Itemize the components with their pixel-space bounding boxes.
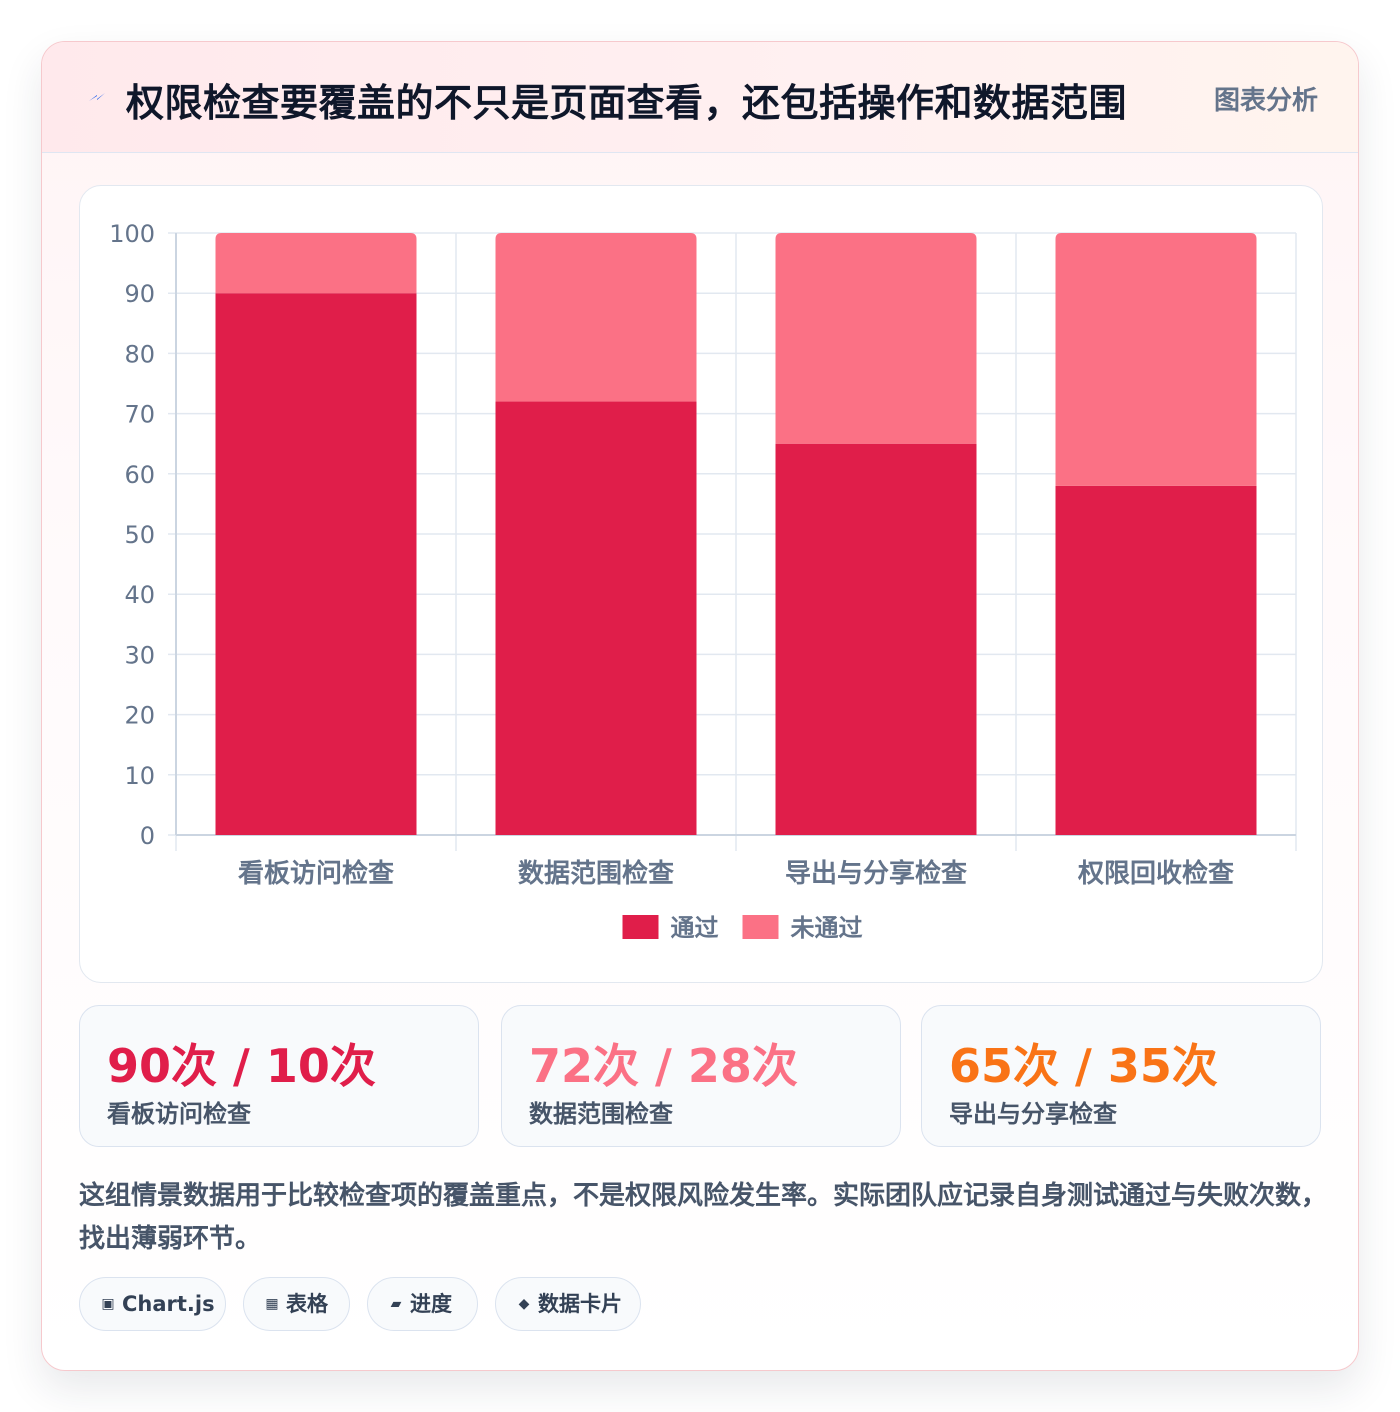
bar-segment-fail: [215, 233, 417, 294]
card-header: 权限检查要覆盖的不只是页面查看，还包括操作和数据范围 图表分析: [42, 42, 1358, 153]
legend-label: 通过: [671, 914, 719, 942]
stat-value: 65次 / 35次: [949, 1039, 1218, 1093]
table-icon: ▦: [265, 1296, 279, 1312]
bar-segment-fail: [1055, 233, 1257, 486]
bar-segment-pass: [495, 401, 697, 835]
bar-segment-pass: [775, 443, 977, 835]
chart-card: 权限检查要覆盖的不只是页面查看，还包括操作和数据范围 图表分析 0 10 20 30 4…: [41, 41, 1359, 1371]
chip-label: 表格: [286, 1292, 328, 1316]
y-tick-label: 0: [140, 822, 155, 850]
page-title: 权限检查要覆盖的不只是页面查看，还包括操作和数据范围: [126, 81, 1128, 125]
chart-container: 0 10 20 30 40 50 60 70 80 90 100 看板访问检查 数据范围检查 导出与分享检…: [79, 185, 1323, 983]
legend-swatch: [742, 915, 779, 939]
stat-label: 数据范围检查: [529, 1100, 673, 1128]
bar-segment-fail: [495, 233, 697, 402]
bar-segment-pass: [215, 293, 417, 835]
chip-table[interactable]: ▦ 表格: [243, 1277, 350, 1331]
chart-icon: ▣: [101, 1296, 115, 1312]
y-tick-label: 90: [124, 280, 155, 308]
progress-icon: ▰: [390, 1296, 402, 1312]
lightning-icon: [89, 93, 105, 101]
y-tick-label: 60: [124, 461, 155, 489]
stacked-bar-chart: 0 10 20 30 40 50 60 70 80 90 100 看板访问检查 数据范围检查 导出与分享检…: [109, 220, 1297, 942]
x-tick-label: 数据范围检查: [518, 858, 674, 889]
chip-progress[interactable]: ▰ 进度: [367, 1277, 478, 1331]
y-tick-label: 50: [124, 521, 155, 549]
stat-card-export-share: 65次 / 35次 导出与分享检查: [921, 1005, 1321, 1147]
card-icon: ◆: [518, 1296, 530, 1312]
y-tick-label: 40: [124, 581, 155, 609]
legend-label: 未通过: [791, 914, 863, 942]
stat-value: 72次 / 28次: [529, 1039, 798, 1093]
y-tick-label: 100: [109, 220, 155, 248]
y-tick-label: 70: [124, 401, 155, 429]
chip-label: 进度: [410, 1292, 452, 1316]
chart-note: 这组情景数据用于比较检查项的覆盖重点，不是权限风险发生率。实际团队应记录自身测试…: [79, 1181, 1328, 1254]
stat-label: 导出与分享检查: [949, 1100, 1117, 1128]
x-tick-label: 权限回收检查: [1077, 858, 1234, 889]
chip-data-card[interactable]: ◆ 数据卡片: [495, 1277, 641, 1331]
chip-chartjs[interactable]: ▣ Chart.js: [79, 1277, 226, 1331]
x-tick-label: 导出与分享检查: [785, 858, 967, 889]
bar-segment-pass: [1055, 485, 1257, 835]
stat-card-dashboard: 90次 / 10次 看板访问检查: [79, 1005, 479, 1147]
y-tick-label: 10: [124, 762, 155, 790]
y-tick-label: 30: [124, 641, 155, 669]
bar-segment-fail: [775, 233, 977, 444]
y-tick-label: 20: [124, 702, 155, 730]
chip-label: 数据卡片: [538, 1292, 622, 1316]
y-tick-label: 80: [124, 340, 155, 368]
chip-label: Chart.js: [122, 1292, 215, 1316]
stat-card-data-scope: 72次 / 28次 数据范围检查: [501, 1005, 901, 1147]
stat-label: 看板访问检查: [107, 1100, 251, 1128]
chart-analysis-tag: 图表分析: [1213, 86, 1318, 116]
stat-value: 90次 / 10次: [107, 1039, 376, 1093]
legend-swatch: [622, 915, 659, 939]
x-tick-label: 看板访问检查: [238, 858, 394, 889]
